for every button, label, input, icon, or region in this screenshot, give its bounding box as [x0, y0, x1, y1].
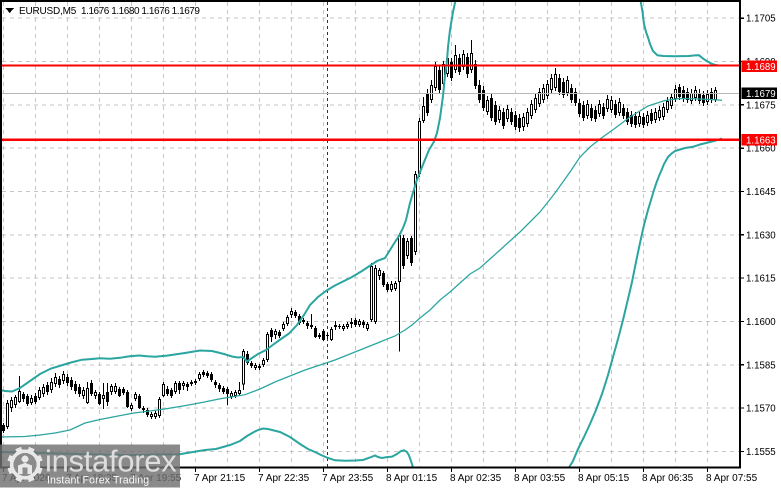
svg-text:8 Apr 01:15: 8 Apr 01:15 [386, 473, 438, 484]
svg-text:instaforex: instaforex [45, 444, 177, 479]
svg-text:1.1555: 1.1555 [746, 447, 776, 458]
svg-text:1.1615: 1.1615 [746, 274, 776, 285]
svg-text:1.1689: 1.1689 [746, 62, 776, 73]
svg-text:8 Apr 03:55: 8 Apr 03:55 [514, 473, 566, 484]
svg-text:1.1585: 1.1585 [746, 360, 776, 371]
svg-text:1.1679: 1.1679 [746, 89, 776, 100]
svg-text:8 Apr 06:35: 8 Apr 06:35 [642, 473, 694, 484]
svg-text:7 Apr 21:15: 7 Apr 21:15 [194, 473, 246, 484]
svg-text:1.1600: 1.1600 [746, 317, 776, 328]
svg-text:1.1705: 1.1705 [746, 14, 776, 25]
svg-text:7 Apr 23:55: 7 Apr 23:55 [322, 473, 374, 484]
svg-text:1.1660: 1.1660 [746, 144, 776, 155]
svg-text:1.1663: 1.1663 [746, 136, 776, 147]
svg-text:1.1570: 1.1570 [746, 404, 776, 415]
svg-text:8 Apr 02:35: 8 Apr 02:35 [450, 473, 502, 484]
svg-text:1.1630: 1.1630 [746, 230, 776, 241]
svg-text:EURUSD,M5: EURUSD,M5 [19, 6, 77, 17]
svg-text:1.1645: 1.1645 [746, 187, 776, 198]
svg-text:7 Apr 22:35: 7 Apr 22:35 [258, 473, 310, 484]
svg-text:8 Apr 05:15: 8 Apr 05:15 [578, 473, 630, 484]
svg-text:1.1676 1.1680 1.1676 1.1679: 1.1676 1.1680 1.1676 1.1679 [81, 6, 200, 17]
svg-text:Instant Forex Trading: Instant Forex Trading [47, 475, 149, 487]
svg-text:8 Apr 07:55: 8 Apr 07:55 [706, 473, 758, 484]
svg-text:1.1675: 1.1675 [746, 100, 776, 111]
